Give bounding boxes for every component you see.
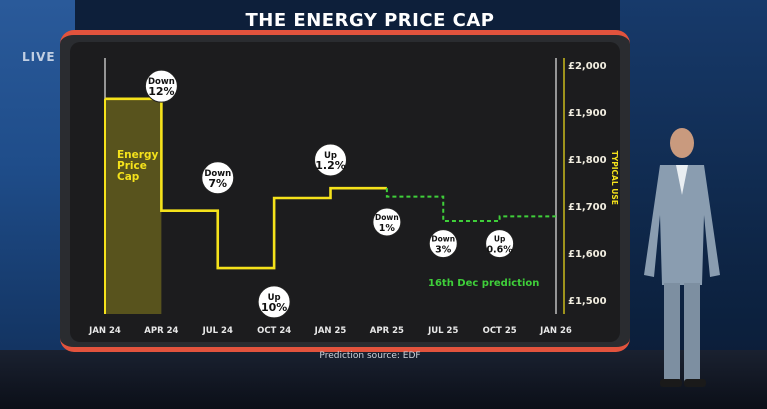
bubble-percent: 3%	[435, 245, 452, 256]
x-tick-label: APR 24	[144, 326, 178, 336]
bubble-circle	[257, 285, 291, 319]
change-bubble: Up1.2%	[314, 143, 347, 177]
x-tick-label: JAN 25	[314, 326, 347, 336]
bubble-direction: Down	[148, 77, 175, 87]
y-tick-label: £2,000	[568, 61, 607, 72]
bubble-circle	[314, 143, 347, 177]
bubble-percent: 0.6%	[486, 245, 513, 256]
y-tick-label: £1,900	[568, 108, 607, 119]
bubble-percent: 1.2%	[315, 159, 346, 172]
bubble-percent: 10%	[261, 301, 287, 314]
bubble-circle	[201, 161, 235, 195]
live-label: LIVE	[22, 50, 56, 64]
bubble-direction: Down	[204, 169, 231, 179]
chart-title: THE ENERGY PRICE CAP	[245, 10, 495, 31]
prediction-source: Prediction source: EDF	[319, 351, 421, 361]
energy-price-cap-label: Cap	[117, 171, 140, 183]
bubble-circle	[428, 229, 458, 259]
bubble-direction: Up	[324, 151, 337, 161]
bubble-direction: Down	[375, 213, 399, 222]
bubble-direction: Up	[268, 293, 281, 303]
x-tick-label: JUL 25	[427, 326, 458, 336]
prediction-label: 16th Dec prediction	[428, 278, 539, 289]
change-bubble: Up0.6%	[485, 229, 515, 259]
y-tick-label: £1,700	[568, 202, 607, 213]
chart-lines	[104, 97, 556, 314]
x-tick-label: JAN 26	[539, 326, 572, 336]
studio-floor	[0, 350, 767, 409]
bubble-percent: 12%	[148, 85, 174, 98]
energy-price-cap-line	[105, 97, 387, 270]
prediction-line	[385, 188, 556, 223]
bubble-circle	[485, 229, 515, 259]
y-tick-label: £1,600	[568, 249, 607, 260]
change-bubbles: Down12%Down7%Up10%Up1.2%Down1%Down3%Up0.…	[144, 69, 515, 319]
y-axis-label: TYPICAL USE	[610, 151, 619, 205]
x-tick-label: JAN 24	[88, 326, 121, 336]
bubble-direction: Down	[431, 235, 455, 244]
bubble-circle	[372, 207, 402, 237]
bubble-percent: 1%	[379, 223, 396, 234]
x-tick-label: JUL 24	[202, 326, 233, 336]
x-tick-label: OCT 25	[483, 326, 517, 336]
bubble-direction: Up	[494, 235, 506, 244]
y-tick-label: £1,500	[568, 296, 607, 307]
energy-price-cap-label: Price	[117, 160, 147, 172]
y-tick-label: £1,800	[568, 155, 607, 166]
x-tick-label: OCT 24	[257, 326, 291, 336]
bubble-circle	[144, 69, 178, 103]
energy-price-cap-area	[105, 98, 162, 314]
bubble-percent: 7%	[208, 177, 227, 190]
presenter-figure	[644, 128, 720, 387]
chart-axes: JAN 24 APR 24 JUL 24 OCT 24 JAN 25 APR 25 JUL …	[88, 58, 619, 336]
energy-price-cap-label: Energy	[117, 149, 158, 161]
x-tick-label: APR 25	[370, 326, 404, 336]
